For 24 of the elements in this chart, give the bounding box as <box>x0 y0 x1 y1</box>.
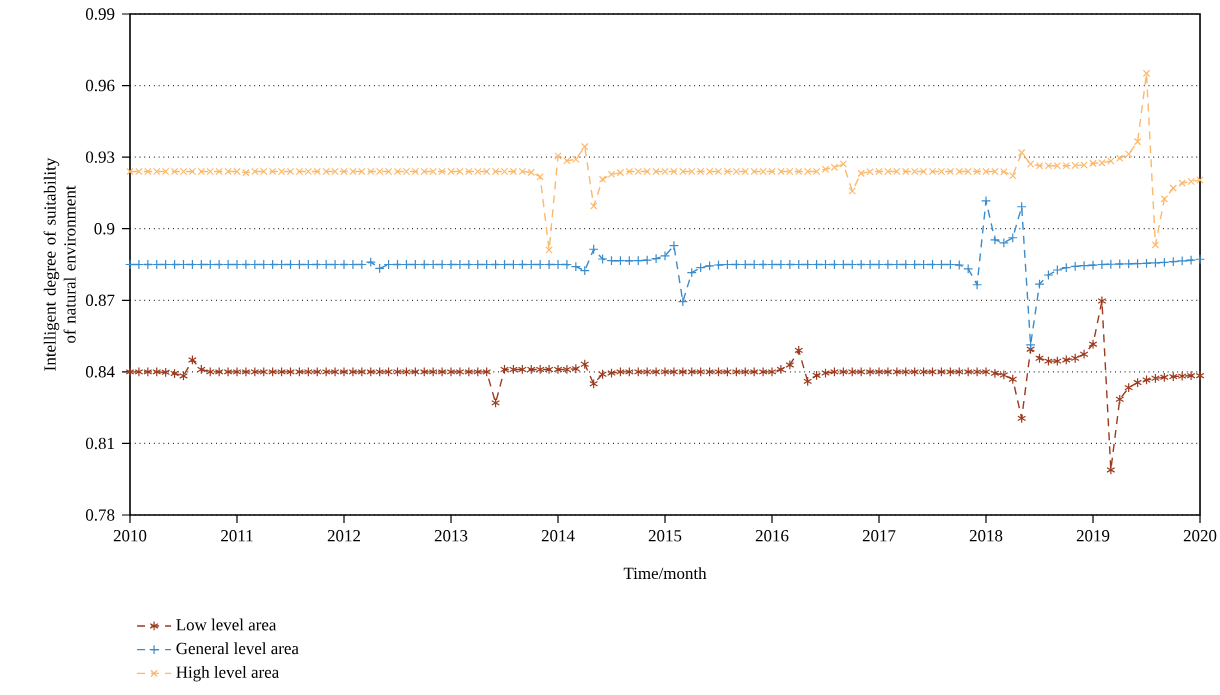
legend-label: General level area <box>176 642 299 655</box>
y-tick-label: 0.78 <box>85 509 115 521</box>
x-tick-label: 2016 <box>755 530 789 542</box>
x-tick-label: 2015 <box>648 530 682 542</box>
y-tick-label: 0.84 <box>85 366 115 378</box>
x-tick-label: 2017 <box>862 530 896 542</box>
x-tick-label: 2014 <box>541 530 575 542</box>
y-axis-title: Intelligent degree of suitability of natural environment <box>43 157 76 371</box>
y-tick-label: 0.9 <box>94 222 115 235</box>
y-tick-label: 0.81 <box>85 437 114 450</box>
legend-label: Low level area <box>176 618 277 631</box>
x-tick-label: 2010 <box>113 530 147 542</box>
x-axis-title: Time/month <box>623 567 707 580</box>
x-tick-label: 2011 <box>221 530 253 542</box>
x-tick-label: 2013 <box>434 530 468 542</box>
y-tick-label: 0.99 <box>85 8 115 20</box>
y-tick-label: 0.96 <box>85 79 115 92</box>
y-tick-label: 0.87 <box>85 294 115 307</box>
y-tick-label: 0.93 <box>85 151 115 163</box>
x-tick-label: 2012 <box>327 530 360 542</box>
x-tick-label: 2020 <box>1183 530 1217 542</box>
x-tick-label: 2018 <box>969 530 1003 542</box>
legend-label: High level area <box>176 665 279 682</box>
x-tick-label: 2019 <box>1076 530 1110 542</box>
